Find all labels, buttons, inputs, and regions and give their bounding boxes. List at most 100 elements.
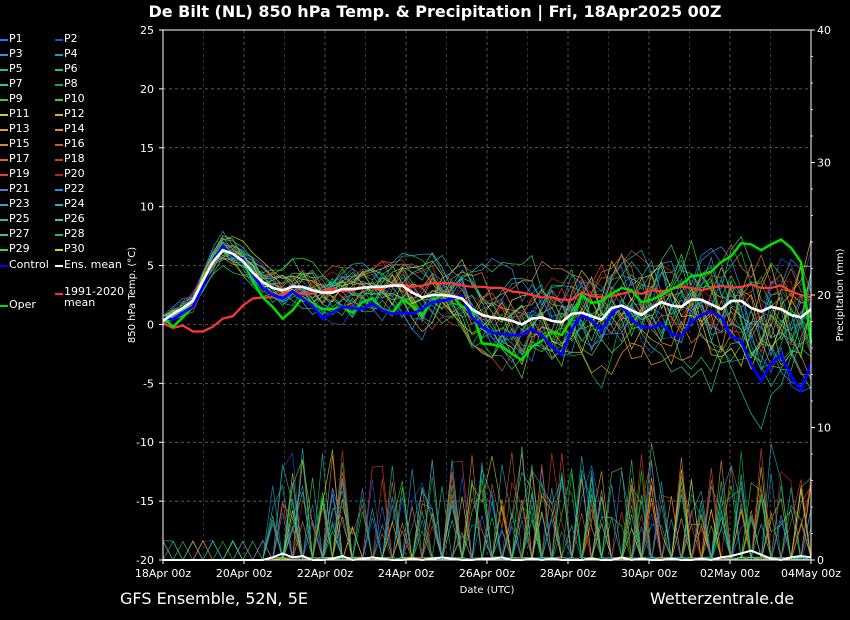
chart-title: De Bilt (NL) 850 hPa Temp. & Precipitati… — [148, 2, 722, 21]
member-line — [162, 248, 812, 363]
oper-line — [162, 238, 813, 362]
legend-swatch — [55, 54, 63, 56]
xtick-label: 26Apr 00z — [459, 567, 516, 580]
legend-swatch — [0, 99, 8, 101]
legend-label: P28 — [64, 227, 85, 240]
legend-label: P22 — [64, 182, 85, 195]
legend-label: Oper — [9, 298, 36, 311]
legend-label: Ens. mean — [64, 258, 122, 271]
member-line — [162, 249, 812, 393]
legend-swatch — [55, 39, 63, 41]
axes: 25 20 15 10 5 0 -5 -10 -15 -20 40 30 20 10 0 18Apr 00z 2… — [127, 24, 846, 596]
legend-swatch — [55, 189, 63, 191]
legend-label: P17 — [9, 152, 30, 165]
legend-label: P9 — [9, 92, 23, 105]
legend-label: P8 — [64, 77, 78, 90]
ytick-label: 15 — [140, 142, 154, 155]
legend-label: P10 — [64, 92, 85, 105]
member-line — [162, 252, 812, 353]
ytick-label: 10 — [140, 201, 154, 214]
legend-swatch — [55, 144, 63, 146]
ytick-label: -15 — [136, 495, 154, 508]
legend-label: 1991-2020 mean — [64, 285, 124, 309]
member-line — [162, 252, 812, 390]
legend-swatch — [55, 84, 63, 86]
ytick-label: 25 — [140, 24, 154, 37]
legend-swatch — [55, 234, 63, 236]
legend-swatch — [0, 84, 8, 86]
legend-swatch — [0, 69, 8, 71]
legend-label: P30 — [64, 242, 85, 255]
xtick-label: 30Apr 00z — [621, 567, 678, 580]
legend-swatch — [55, 204, 63, 206]
legend-swatch — [55, 219, 63, 221]
xtick-label: 22Apr 00z — [297, 567, 354, 580]
member-line — [162, 239, 812, 388]
legend-label: P13 — [9, 122, 30, 135]
legend-label: P25 — [9, 212, 30, 225]
member-precip-line — [163, 470, 812, 561]
legend-label: P3 — [9, 47, 23, 60]
member-line — [162, 241, 812, 357]
xtick-label: 18Apr 00z — [135, 567, 192, 580]
legend-label: P20 — [64, 167, 85, 180]
legend-swatch — [0, 219, 8, 221]
member-line — [162, 235, 812, 365]
member-precip-line — [163, 459, 811, 561]
legend-swatch — [55, 99, 63, 101]
legend-label: P23 — [9, 197, 30, 210]
legend-swatch — [0, 39, 8, 41]
legend-swatch — [55, 69, 63, 71]
xtick-label: 24Apr 00z — [378, 567, 435, 580]
legend-label: P11 — [9, 107, 30, 120]
y2-axis-label: Precipitation (mm) — [835, 248, 846, 341]
ensemble-mean-line — [162, 248, 812, 326]
legend-swatch — [0, 144, 8, 146]
legend-swatch — [0, 114, 8, 116]
legend-label: P1 — [9, 32, 23, 45]
legend-label: P15 — [9, 137, 30, 150]
legend-swatch — [55, 174, 63, 176]
legend-label: P6 — [64, 62, 78, 75]
member-line — [162, 249, 812, 361]
legend-swatch — [0, 265, 8, 267]
ytick-label: 5 — [147, 260, 154, 273]
xtick-label: 02May 00z — [700, 567, 760, 580]
climate-mean-line — [162, 282, 812, 333]
ytick-label: -20 — [136, 554, 154, 567]
member-line — [162, 254, 812, 376]
legend-label: P5 — [9, 62, 23, 75]
legend-swatch — [55, 293, 63, 295]
member-line — [162, 252, 812, 356]
legend-label: P24 — [64, 197, 85, 210]
plot-frame — [162, 29, 812, 561]
y-axis-label: 850 hPa Temp. (°C) — [127, 247, 138, 343]
y2tick-label: 0 — [817, 554, 824, 567]
precip-mean-line — [163, 549, 812, 562]
y2tick-label: 20 — [817, 289, 831, 302]
legend-label: P4 — [64, 47, 78, 60]
y2tick-label: 30 — [817, 157, 831, 170]
legend: P1 P2 P3 P4 P5 P6 P7 P8 P9 P10 P11 P12 P13 P14 P15 P16 P… — [0, 32, 130, 322]
legend-swatch — [0, 174, 8, 176]
legend-label: P16 — [64, 137, 85, 150]
x-axis-label: Date (UTC) — [460, 585, 515, 596]
member-line — [162, 243, 812, 353]
legend-swatch — [0, 129, 8, 131]
ytick-label: -10 — [136, 436, 154, 449]
legend-label: P14 — [64, 122, 85, 135]
legend-swatch — [55, 265, 63, 267]
legend-label: P2 — [64, 32, 78, 45]
legend-swatch — [0, 189, 8, 191]
legend-label: P7 — [9, 77, 23, 90]
legend-label: P29 — [9, 242, 30, 255]
model-label: GFS Ensemble, 52N, 5E — [120, 589, 308, 608]
y2tick-label: 10 — [817, 422, 831, 435]
ytick-label: 20 — [140, 83, 154, 96]
xtick-label: 04May 00z — [781, 567, 841, 580]
highlight-series — [162, 238, 813, 562]
legend-label: P18 — [64, 152, 85, 165]
legend-swatch — [0, 305, 8, 307]
legend-swatch — [0, 249, 8, 251]
